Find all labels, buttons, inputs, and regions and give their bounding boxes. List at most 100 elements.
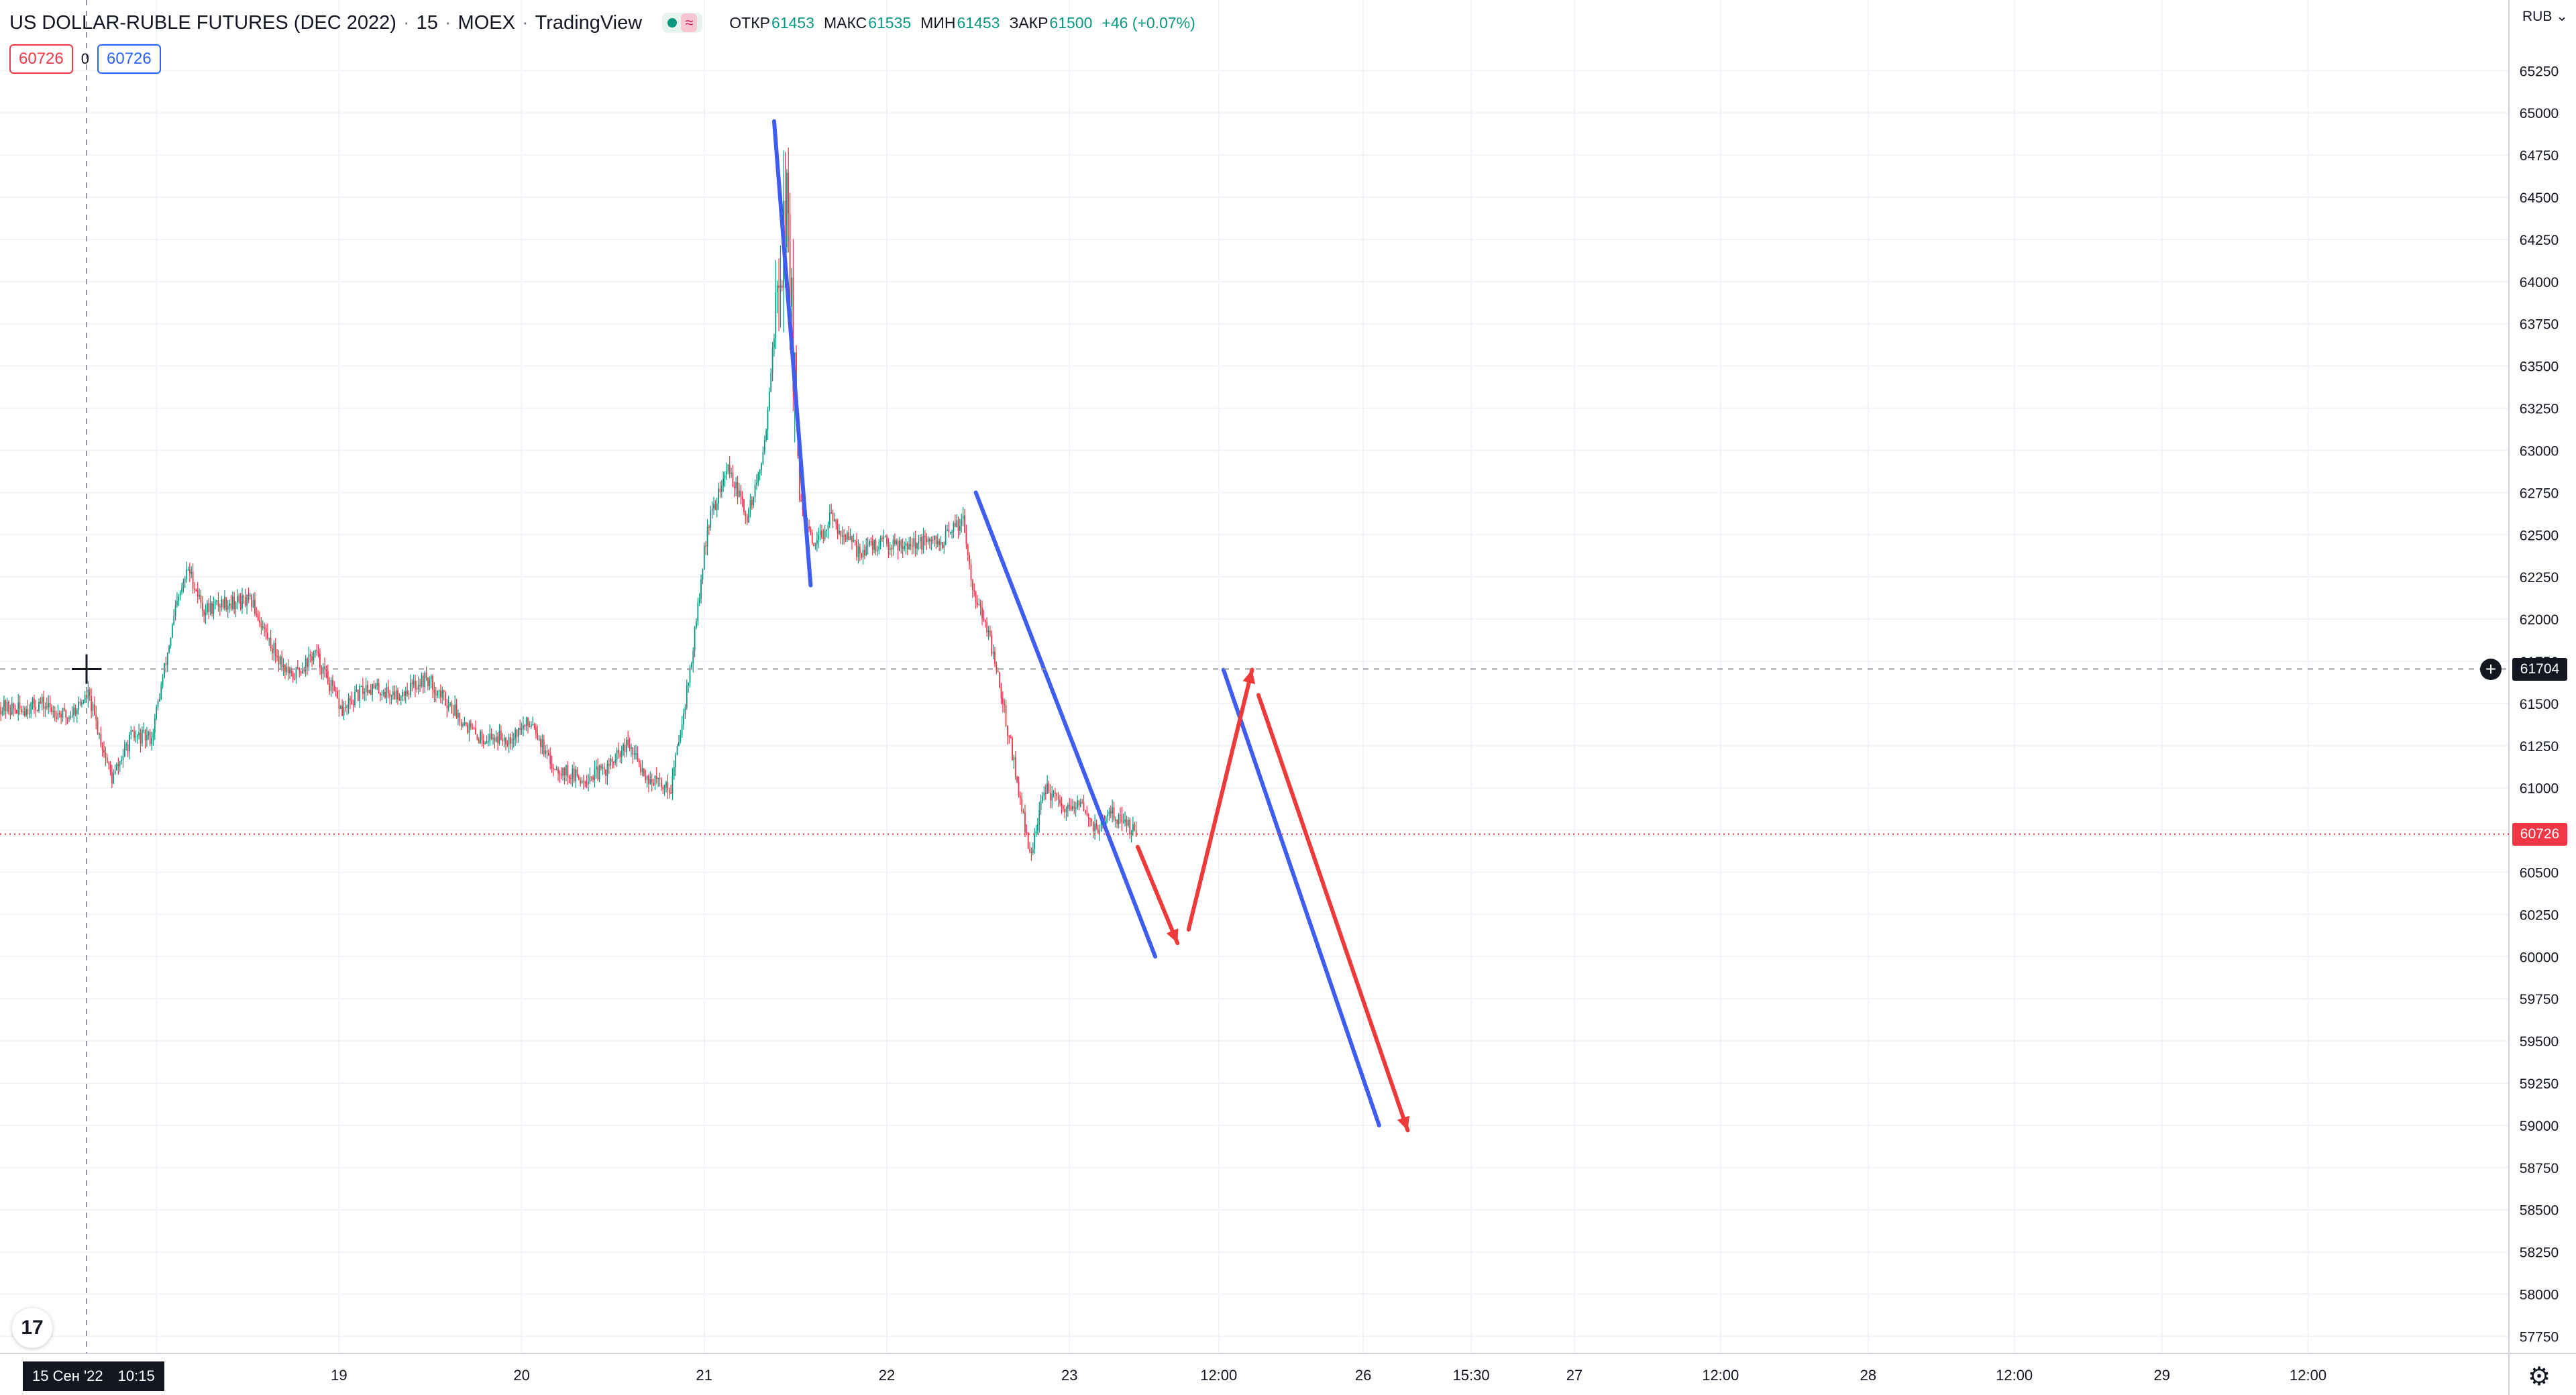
candle-body xyxy=(884,536,886,538)
candle-body xyxy=(81,703,83,705)
candle-body xyxy=(1034,834,1036,849)
candle-body xyxy=(239,602,241,609)
candle-body xyxy=(816,539,818,545)
candle-body xyxy=(641,768,643,773)
candle-body xyxy=(158,699,160,702)
candle-body xyxy=(529,726,531,727)
candle-body xyxy=(943,545,945,548)
candle-body xyxy=(659,777,661,779)
y-tick-label: 62250 xyxy=(2520,570,2559,585)
candle-body xyxy=(576,769,578,777)
candle-body xyxy=(778,285,780,288)
candle-body xyxy=(971,580,973,591)
candle-body xyxy=(731,472,732,474)
candle-body xyxy=(975,592,977,603)
candle-body xyxy=(416,688,418,690)
candle-body xyxy=(1035,830,1037,835)
trend-drawings[interactable] xyxy=(771,119,1410,1133)
close-label: ЗАКР xyxy=(1009,13,1049,32)
candle-body xyxy=(924,535,926,537)
x-tick-label: 23 xyxy=(1061,1367,1077,1384)
candle-body xyxy=(308,654,310,667)
y-tick-label: 61500 xyxy=(2520,697,2559,712)
candle-body xyxy=(508,737,510,744)
candle-body xyxy=(421,675,423,687)
candle-body xyxy=(1085,810,1086,814)
candle-body xyxy=(846,533,848,540)
candle-body xyxy=(610,759,612,766)
candle-body xyxy=(364,691,366,694)
candle-body xyxy=(863,549,865,556)
candle-body xyxy=(243,596,245,598)
red-arrow-head xyxy=(1242,669,1256,685)
candle-body xyxy=(861,553,863,558)
candle-body xyxy=(209,603,211,612)
candle-body xyxy=(21,709,22,712)
candle-body xyxy=(432,676,433,690)
candle-body xyxy=(649,779,651,784)
candle-body xyxy=(821,531,822,538)
x-tick-label: 28 xyxy=(1860,1367,1876,1384)
candle-body xyxy=(983,618,985,620)
delayed-data-icon: ≈ xyxy=(681,13,698,32)
candle-body xyxy=(619,753,621,757)
interval-label[interactable]: 15 xyxy=(416,11,438,34)
candle-body xyxy=(1049,792,1051,801)
candle-body xyxy=(1094,823,1096,832)
candle-body xyxy=(729,464,731,474)
candle-body xyxy=(451,704,453,714)
candle-body xyxy=(878,546,880,550)
tradingview-logo[interactable]: 17 xyxy=(12,1308,52,1348)
candle-body xyxy=(257,614,259,621)
candle-body xyxy=(992,651,994,655)
add-alert-plus-icon[interactable]: + xyxy=(2480,658,2502,680)
market-status[interactable]: ≈ xyxy=(662,13,703,33)
candle-body xyxy=(367,685,368,693)
candle-body xyxy=(557,769,559,773)
candle-body xyxy=(553,768,554,769)
candle-body xyxy=(350,698,351,701)
candle-body xyxy=(230,603,232,609)
candle-body xyxy=(929,539,930,542)
candle-body xyxy=(1073,806,1075,809)
y-tick-label: 58000 xyxy=(2520,1288,2559,1303)
candle-body xyxy=(633,753,635,755)
gear-icon[interactable]: ⚙ xyxy=(2528,1363,2551,1391)
candle-body xyxy=(1070,805,1072,810)
candle-body xyxy=(845,535,847,540)
candle-body xyxy=(502,740,504,742)
currency-selector[interactable]: RUB ⌄ xyxy=(2522,8,2568,25)
candle-body xyxy=(93,704,95,715)
candle-body xyxy=(103,750,105,753)
candle-body xyxy=(101,745,103,750)
candle-body xyxy=(904,546,905,549)
candle-body xyxy=(119,761,121,767)
candle-body xyxy=(297,667,299,669)
candle-body xyxy=(433,689,435,694)
candle-body xyxy=(89,689,91,697)
candle-body xyxy=(1086,813,1088,815)
candle-body xyxy=(168,646,170,653)
candle-body xyxy=(278,656,280,665)
candle-body xyxy=(565,765,567,776)
candle-body xyxy=(398,700,400,701)
candle-body xyxy=(1121,815,1123,823)
candle-body xyxy=(1100,820,1102,831)
candle-body xyxy=(662,787,664,789)
candle-body xyxy=(362,685,364,694)
candle-body xyxy=(708,526,710,528)
candle-body xyxy=(387,687,389,694)
candle-body xyxy=(572,768,574,779)
candle-body xyxy=(1120,814,1121,816)
candle-body xyxy=(969,555,971,565)
candle-body xyxy=(3,700,5,711)
candle-body xyxy=(999,672,1000,687)
candle-body xyxy=(156,707,158,719)
symbol-title[interactable]: US DOLLAR-RUBLE FUTURES (DEC 2022) xyxy=(9,11,396,34)
candle-body xyxy=(316,650,318,651)
candle-body xyxy=(839,531,840,534)
candle-body xyxy=(780,285,782,288)
candle-body xyxy=(873,540,875,550)
candle-body xyxy=(71,715,73,717)
